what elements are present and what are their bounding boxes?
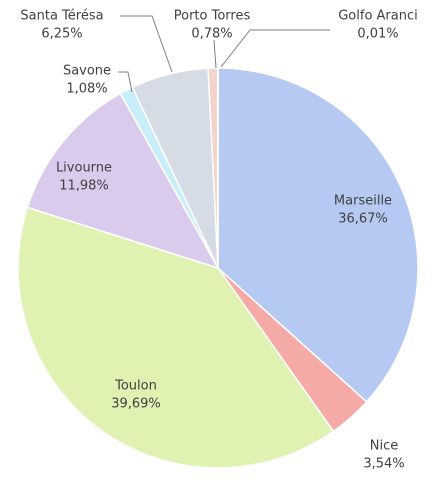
slice-value: 3,54% bbox=[363, 457, 404, 472]
pie-slice bbox=[217, 67, 419, 403]
slice-value: 39,69% bbox=[111, 397, 161, 412]
slice-label: Marseille bbox=[334, 194, 392, 209]
leader-line bbox=[118, 71, 133, 93]
leader-line bbox=[120, 15, 173, 73]
slice-value: 36,67% bbox=[338, 212, 388, 227]
pie-slice bbox=[17, 206, 335, 469]
slice-value: 11,98% bbox=[59, 179, 109, 194]
slice-label: Nice bbox=[370, 439, 398, 454]
leader-line bbox=[220, 29, 330, 68]
slice-label: Toulon bbox=[114, 379, 157, 394]
slice-value: 0,78% bbox=[191, 27, 232, 42]
slice-label: Savone bbox=[63, 64, 111, 79]
pie-slice bbox=[26, 92, 220, 270]
slice-value: 0,01% bbox=[357, 27, 398, 42]
slice-label: Golfo Aranci bbox=[338, 9, 418, 24]
slice-value: 6,25% bbox=[41, 27, 82, 42]
slice-label: Santa Térésa bbox=[20, 9, 103, 24]
slice-label: Porto Torres bbox=[174, 9, 251, 24]
slice-label: Livourne bbox=[56, 161, 112, 176]
slice-value: 1,08% bbox=[66, 82, 107, 97]
leader-line bbox=[213, 39, 217, 69]
